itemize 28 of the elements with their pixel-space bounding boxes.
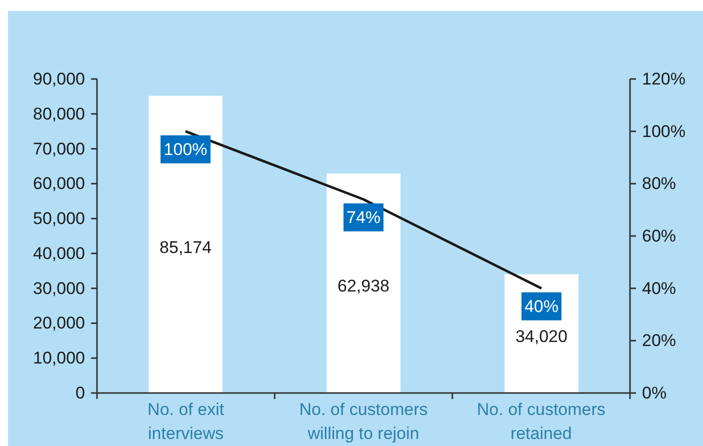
y2-tick-label: 100% — [642, 122, 686, 141]
bar — [148, 96, 222, 393]
y-tick-label: 90,000 — [33, 70, 85, 88]
data-label: 74% — [346, 208, 381, 227]
y2-tick-label: 80% — [642, 174, 676, 194]
x-tick-label: No. of customers retained — [476, 400, 606, 443]
y-tick-label: 0 — [76, 384, 85, 402]
y-tick-label: 10,000 — [33, 348, 85, 368]
x-tick-label: No. of exit interviews — [148, 400, 224, 443]
y-tick-label: 40,000 — [33, 244, 85, 263]
y-tick-label: 70,000 — [33, 139, 85, 158]
data-label: 62,938 — [338, 276, 390, 296]
y-tick-label: 30,000 — [33, 278, 85, 298]
y-tick-label: 60,000 — [33, 174, 85, 194]
data-label: 100% — [164, 140, 208, 159]
bar — [326, 173, 400, 393]
y-tick-label: 50,000 — [33, 209, 85, 228]
x-tick-label: No. of customers willing to rejoin — [299, 400, 428, 443]
y2-tick-label: 20% — [642, 331, 676, 350]
y-tick-label: 20,000 — [33, 314, 85, 333]
y2-tick-label: 40% — [642, 278, 676, 298]
data-label: 85,174 — [160, 238, 212, 257]
data-label: 40% — [524, 296, 558, 316]
y2-tick-label: 120% — [642, 70, 686, 88]
data-label: 34,020 — [515, 327, 568, 346]
y2-tick-label: 60% — [642, 226, 676, 246]
y-tick-label: 80,000 — [33, 104, 85, 124]
y2-tick-label: 0% — [642, 384, 667, 402]
